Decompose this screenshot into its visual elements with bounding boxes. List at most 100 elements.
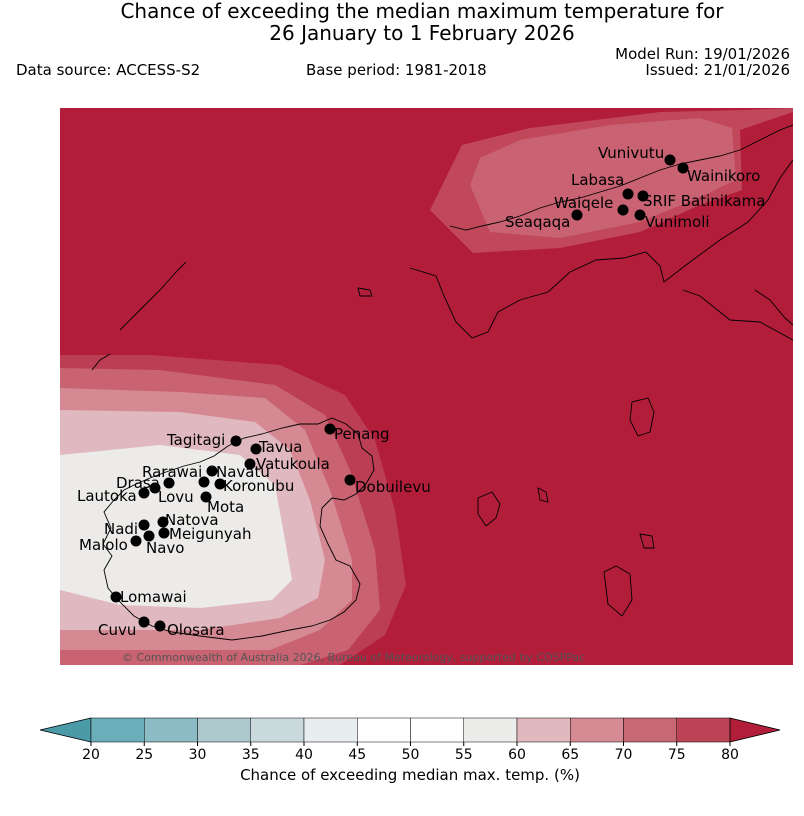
colorbar-segment xyxy=(144,717,198,743)
colorbar-tick-label: 70 xyxy=(615,747,633,763)
colorbar-title: Chance of exceeding median max. temp. (%… xyxy=(240,766,580,784)
coastline-small-islet-1 xyxy=(357,287,373,297)
location-marker xyxy=(244,458,256,470)
colorbar-tick-label: 50 xyxy=(402,747,420,763)
colorbar-segment xyxy=(516,717,571,743)
colorbar-segment xyxy=(250,717,305,743)
coastlines xyxy=(91,124,793,641)
colorbar-segment xyxy=(410,717,464,743)
location-marker xyxy=(677,162,689,174)
location-label: Seaqaqa xyxy=(505,213,570,231)
coastline-small-islet-3 xyxy=(639,533,655,549)
location-marker xyxy=(158,527,170,539)
location-marker xyxy=(163,477,175,489)
location-marker xyxy=(157,516,169,528)
coastline-northwest-islets xyxy=(91,261,187,371)
colorbar-tick-label: 35 xyxy=(242,747,260,763)
location-label: Dobuilevu xyxy=(355,478,431,496)
coastline-small-islet-2 xyxy=(537,487,549,503)
location-marker xyxy=(110,591,122,603)
issued-date-label: Issued: 21/01/2026 xyxy=(645,61,790,79)
location-lautoka: Lautoka xyxy=(77,487,150,505)
location-marker xyxy=(250,443,262,455)
location-label: Waiqele xyxy=(554,194,613,212)
location-marker xyxy=(634,209,646,221)
colorbar-segment xyxy=(676,717,731,743)
location-label: Nadi xyxy=(104,520,138,538)
location-nadi: Nadi xyxy=(104,519,150,538)
model-run-label: Model Run: 19/01/2026 xyxy=(615,45,790,63)
location-vunivutu: Vunivutu xyxy=(598,144,676,166)
location-label: Tagitagi xyxy=(166,431,225,449)
location-penang: Penang xyxy=(324,423,389,443)
location-markers: Vunivutu Wainikoro Labasa Waiqele SRIF Batin… xyxy=(77,144,765,639)
location-marker xyxy=(206,465,218,477)
location-navo: Navo xyxy=(143,530,184,557)
base-period-label: Base period: 1981-2018 xyxy=(306,61,487,79)
location-label: Vunimoli xyxy=(645,213,710,231)
location-marker xyxy=(154,620,166,632)
map-title-line1: Chance of exceeding the median maximum t… xyxy=(120,0,724,23)
colorbar-segment xyxy=(623,717,677,743)
colorbar-segment xyxy=(303,717,358,743)
colorbar-tick-label: 60 xyxy=(508,747,526,763)
colorbar-tick-label: 55 xyxy=(455,747,473,763)
location-label: Olosara xyxy=(167,621,225,639)
location-vunimoli: Vunimoli xyxy=(634,209,710,231)
location-navatu: Navatu xyxy=(198,463,270,488)
colorbar-segment xyxy=(357,717,411,743)
location-vatukoula: Vatukoula xyxy=(244,455,330,473)
location-rarawai: Rarawai xyxy=(142,463,218,481)
location-marker xyxy=(230,435,242,447)
location-marker xyxy=(138,487,150,499)
location-marker xyxy=(138,519,150,531)
location-marker xyxy=(344,474,356,486)
data-source-label: Data source: ACCESS-S2 xyxy=(16,61,201,79)
colorbar-tick-label: 40 xyxy=(295,747,313,763)
colorbar-segment xyxy=(90,717,145,743)
location-marker xyxy=(571,209,583,221)
copyright-notice: © Commonwealth of Australia 2026, Bureau… xyxy=(122,651,585,664)
colorbar-under-extend xyxy=(39,717,92,743)
location-label: Natova xyxy=(165,511,219,529)
location-label: SRIF Batinikama xyxy=(643,192,765,210)
location-marker xyxy=(617,204,629,216)
colorbar-tick-label: 75 xyxy=(668,747,686,763)
colorbar: 20 25 30 35 40 45 50 55 60 65 70 75 80 xyxy=(39,717,781,763)
location-label: Meigunyah xyxy=(169,525,251,543)
location-marker xyxy=(130,535,142,547)
location-marker xyxy=(138,616,150,628)
location-label: Penang xyxy=(334,425,389,443)
location-marker xyxy=(200,491,212,503)
location-wainikoro: Wainikoro xyxy=(677,162,760,185)
location-marker xyxy=(622,188,634,200)
location-label: Mota xyxy=(207,498,244,516)
coastline-koro xyxy=(477,491,501,527)
colorbar-tick-label: 20 xyxy=(82,747,100,763)
location-marker xyxy=(198,476,210,488)
location-mota: Mota xyxy=(200,491,244,516)
coastline-viti-levu xyxy=(102,417,375,641)
location-meigunyah: Meigunyah xyxy=(158,525,251,543)
location-malolo: Malolo xyxy=(79,535,142,554)
location-label: Drasa xyxy=(116,474,160,492)
map-title-line2: 26 January to 1 February 2026 xyxy=(269,21,575,45)
location-marker xyxy=(324,423,336,435)
colorbar-tick-label: 30 xyxy=(189,747,207,763)
coastline-vanua-levu xyxy=(409,124,793,341)
location-label: Lomawai xyxy=(120,588,187,606)
location-srif-batinikama: SRIF Batinikama xyxy=(637,190,765,210)
location-label: Rarawai xyxy=(142,463,202,481)
location-tagitagi: Tagitagi xyxy=(166,431,242,449)
location-cuvu: Cuvu xyxy=(98,616,150,639)
location-marker xyxy=(637,190,649,202)
map-panel xyxy=(60,108,793,665)
location-label: Tavua xyxy=(258,438,302,456)
colorbar-tick-label: 65 xyxy=(561,747,579,763)
location-label: Lovu xyxy=(158,488,194,506)
location-label: Navo xyxy=(146,539,184,557)
location-lovu: Lovu xyxy=(158,477,194,506)
coastline-taveuni xyxy=(754,289,793,326)
colorbar-segment xyxy=(570,717,624,743)
